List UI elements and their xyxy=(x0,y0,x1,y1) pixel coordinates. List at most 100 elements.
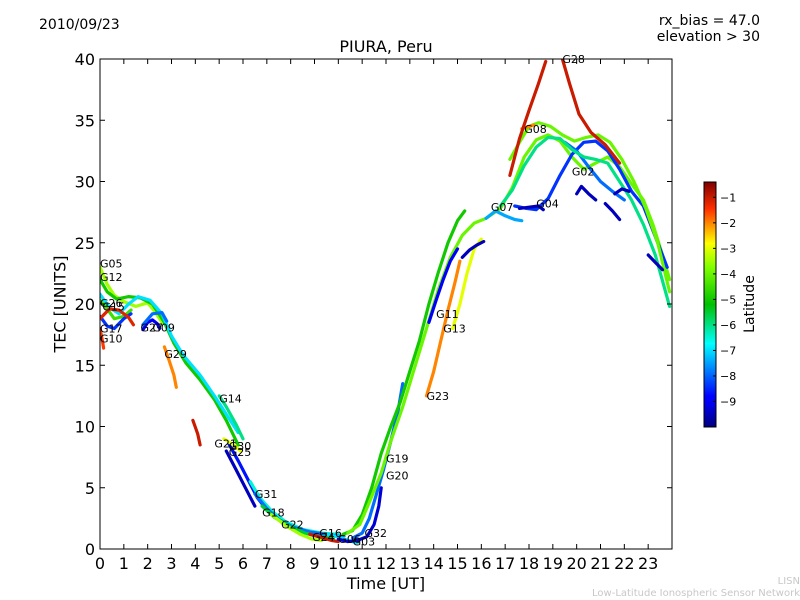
satellite-label-g04: G04 xyxy=(536,198,559,211)
satellite-label-g21: G21 xyxy=(214,438,237,451)
series-g11 xyxy=(427,247,460,324)
series-g14b xyxy=(498,135,672,308)
colorbar-tick-label: −9 xyxy=(720,395,736,408)
x-tick-label: 16 xyxy=(471,554,491,573)
x-tick-label: 7 xyxy=(262,554,272,573)
y-tick-label: 30 xyxy=(75,173,95,192)
colorbar-ticks: −1 −2 −3 −4 −5 −6 −7 −8 −9 xyxy=(713,191,736,408)
x-axis-label: Time [UT] xyxy=(346,574,426,593)
x-tick-label: 9 xyxy=(309,554,319,573)
series-g02c xyxy=(603,202,622,222)
satellite-label-g25: G25 xyxy=(229,446,252,459)
series-g27 xyxy=(141,311,169,327)
satellite-label-g10: G10 xyxy=(100,332,123,345)
x-tick-label: 18 xyxy=(519,554,539,573)
x-tick-label: 19 xyxy=(543,554,563,573)
series-g14 xyxy=(217,394,245,441)
x-tick-label: 0 xyxy=(95,554,105,573)
x-tick-label: 8 xyxy=(286,554,296,573)
x-tick-label: 20 xyxy=(566,554,586,573)
satellite-label-g32: G32 xyxy=(365,527,388,540)
series-g04 xyxy=(513,139,669,269)
series-g04b xyxy=(517,204,545,212)
x-tick-label: 23 xyxy=(638,554,658,573)
series-g19 xyxy=(341,209,467,536)
y-tick-label: 0 xyxy=(85,540,95,559)
series-layer xyxy=(100,59,672,545)
y-tick-label: 40 xyxy=(75,50,95,69)
colorbar-tick-label: −2 xyxy=(720,217,736,230)
x-tick-label: 2 xyxy=(143,554,153,573)
satellite-label-g31: G31 xyxy=(255,488,278,501)
satellite-label-g18: G18 xyxy=(262,506,285,519)
y-tick-label: 20 xyxy=(75,295,95,314)
satellite-label-g13: G13 xyxy=(443,323,466,336)
satellite-label-g30: G30 xyxy=(229,440,252,453)
series-g07 xyxy=(484,209,524,223)
colorbar-tick-label: −4 xyxy=(720,268,736,281)
satellite-label-g15: G15 xyxy=(102,300,125,313)
elevation-label: elevation > 30 xyxy=(656,29,760,45)
x-tick-label: 17 xyxy=(495,554,515,573)
satellite-label-g05: G05 xyxy=(100,258,123,271)
x-tick-label: 1 xyxy=(119,554,129,573)
satellite-label-g09: G09 xyxy=(152,321,175,334)
series-g23 xyxy=(424,259,462,398)
x-tick-label: 6 xyxy=(238,554,248,573)
satellite-label-g08: G08 xyxy=(524,123,547,136)
satellite-label-g12: G12 xyxy=(100,271,123,284)
rx-bias-label: rx_bias = 47.0 xyxy=(658,13,760,29)
series-g30 xyxy=(222,437,243,453)
axis-layer: 0 1 2 3 4 5 6 7 8 9 10 11 12 13 14 15 16 17 18 19 20 21 22 2305… xyxy=(75,50,672,573)
satellite-label-g26: G26 xyxy=(100,297,123,310)
chart-title: PIURA, Peru xyxy=(339,37,433,56)
series-g03 xyxy=(336,486,383,544)
satellite-label-g29: G29 xyxy=(164,348,187,361)
y-tick-label: 15 xyxy=(75,356,95,375)
series-g13b xyxy=(460,239,486,259)
satellite-label-g20: G20 xyxy=(386,470,409,483)
date-label: 2010/09/23 xyxy=(39,17,120,33)
colorbar-tick-label: −6 xyxy=(720,319,736,332)
satellite-label-g14: G14 xyxy=(219,392,242,405)
series-g28 xyxy=(508,59,548,177)
series-g23b xyxy=(646,253,665,272)
x-tick-label: 12 xyxy=(376,554,396,573)
colorbar xyxy=(703,181,717,428)
x-tick-label: 14 xyxy=(423,554,443,573)
satellite-label-g23: G23 xyxy=(427,390,450,403)
series-g09 xyxy=(141,318,162,332)
satellite-label-g24: G24 xyxy=(312,531,335,544)
x-tick-label: 21 xyxy=(590,554,610,573)
x-tick-label: 13 xyxy=(400,554,420,573)
series-g32 xyxy=(351,382,405,540)
series-g21b xyxy=(224,449,257,508)
series-g10 xyxy=(100,326,106,350)
series-g29 xyxy=(162,345,178,389)
y-tick-label: 5 xyxy=(85,479,95,498)
satellite-label-g06: G06 xyxy=(338,533,361,546)
satellite-label-g22: G22 xyxy=(281,519,304,532)
x-tick-label: 11 xyxy=(352,554,372,573)
x-tick-label: 5 xyxy=(214,554,224,573)
satellite-label-g19: G19 xyxy=(386,452,409,465)
series-g24 xyxy=(270,513,324,543)
satellite-label-g11: G11 xyxy=(436,308,459,321)
x-tick-label: 3 xyxy=(166,554,176,573)
series-g28e xyxy=(191,418,202,447)
x-tick-label: 10 xyxy=(328,554,348,573)
credit-short: LISN xyxy=(777,576,800,587)
series-g28b xyxy=(560,59,622,165)
credit-long: Low-Latitude Ionospheric Sensor Network xyxy=(592,588,800,599)
series-g02b xyxy=(575,184,598,202)
x-tick-label: 22 xyxy=(614,554,634,573)
satellite-label-g17: G17 xyxy=(100,323,123,336)
colorbar-tick-label: −8 xyxy=(720,370,736,383)
series-g16 xyxy=(308,532,340,544)
y-tick-label: 25 xyxy=(75,234,95,253)
satellite-label-g02: G02 xyxy=(572,166,595,179)
y-tick-label: 35 xyxy=(75,111,95,130)
satellite-label-g07: G07 xyxy=(491,201,514,214)
